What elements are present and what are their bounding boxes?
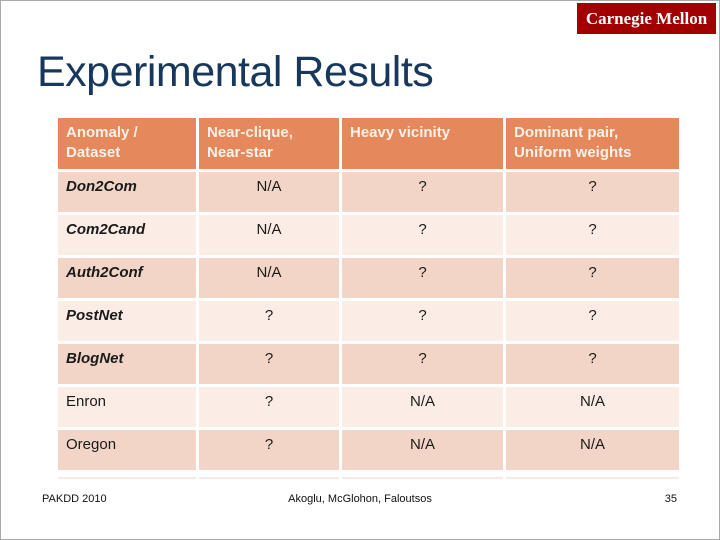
row-label: BlogNet bbox=[58, 344, 196, 384]
cell-value: ? bbox=[342, 344, 503, 384]
cell-value: ? bbox=[199, 387, 339, 427]
page-title: Experimental Results bbox=[37, 48, 434, 96]
cell-value: ? bbox=[199, 301, 339, 341]
cell-value: ? bbox=[506, 172, 679, 212]
table-ghost-row bbox=[58, 477, 679, 479]
column-header-near-clique-star: Near-clique, Near-star bbox=[199, 118, 339, 169]
cell-value: ? bbox=[506, 258, 679, 298]
footer-authors: Akoglu, McGlohon, Faloutsos bbox=[288, 493, 432, 505]
cell-value: N/A bbox=[506, 387, 679, 427]
cell-value: N/A bbox=[506, 430, 679, 470]
column-header-dominant-pair: Dominant pair, Uniform weights bbox=[506, 118, 679, 169]
cmu-logo: Carnegie Mellon bbox=[577, 3, 716, 34]
row-label: Oregon bbox=[58, 430, 196, 470]
footer-page-number: 35 bbox=[664, 493, 677, 505]
cell-value: N/A bbox=[342, 387, 503, 427]
cell-value: ? bbox=[342, 172, 503, 212]
row-label: PostNet bbox=[58, 301, 196, 341]
column-header-heavy-vicinity: Heavy vicinity bbox=[342, 118, 503, 169]
footer-conference: PAKDD 2010 bbox=[42, 493, 107, 505]
cell-value: N/A bbox=[199, 215, 339, 255]
cell-value: ? bbox=[506, 344, 679, 384]
cell-value: ? bbox=[342, 301, 503, 341]
row-label: Com2Cand bbox=[58, 215, 196, 255]
row-label: Don2Com bbox=[58, 172, 196, 212]
row-label: Auth2Conf bbox=[58, 258, 196, 298]
cell-value: N/A bbox=[199, 172, 339, 212]
column-header-anomaly-dataset: Anomaly / Dataset bbox=[58, 118, 196, 169]
cell-value: N/A bbox=[199, 258, 339, 298]
cell-value: ? bbox=[342, 215, 503, 255]
cell-value: ? bbox=[506, 301, 679, 341]
row-label: Enron bbox=[58, 387, 196, 427]
cell-value: ? bbox=[342, 258, 503, 298]
cell-value: ? bbox=[506, 215, 679, 255]
cell-value: ? bbox=[199, 430, 339, 470]
cell-value: N/A bbox=[342, 430, 503, 470]
cell-value: ? bbox=[199, 344, 339, 384]
cmu-logo-text: Carnegie Mellon bbox=[585, 8, 708, 28]
results-table: Anomaly / Dataset Near-clique, Near-star… bbox=[58, 118, 679, 470]
